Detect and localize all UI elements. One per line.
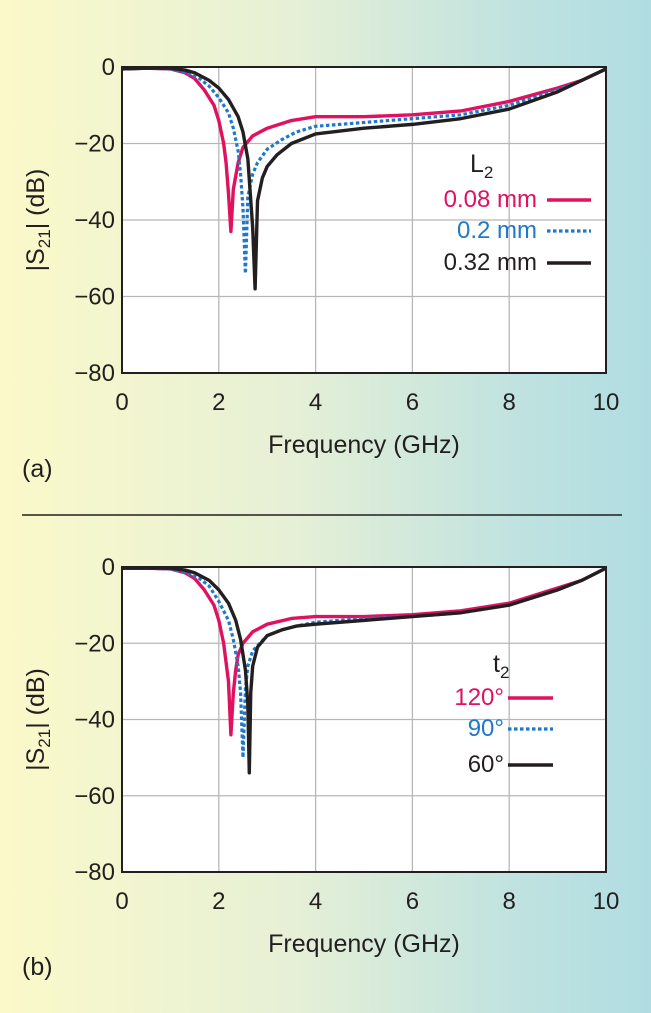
panel-label: (a) (22, 455, 53, 483)
x-tick-label: 10 (593, 888, 620, 915)
y-tick-label: 0 (102, 554, 115, 581)
y-tick-label: −80 (74, 859, 115, 886)
x-tick-label: 2 (212, 389, 225, 416)
legend-label: 0.32 mm (444, 249, 537, 276)
series-line-1 (122, 566, 607, 737)
y-tick-label: −80 (74, 360, 115, 387)
panel-label: (b) (22, 953, 53, 981)
y-tick-label: −20 (74, 630, 115, 657)
legend-label: 0.2 mm (457, 217, 537, 244)
y-axis-label: |S21| (dB) (22, 668, 54, 771)
x-axis-label: Frequency (GHz) (268, 431, 460, 459)
series-line-3 (122, 566, 607, 775)
x-tick-label: 8 (503, 888, 516, 915)
series-line-2 (121, 66, 607, 276)
y-tick-label: −20 (74, 131, 115, 158)
legend-title: L2 (470, 150, 493, 182)
x-tick-label: 10 (593, 389, 620, 416)
legend-title: t2 (493, 650, 509, 682)
x-tick-label: 2 (212, 888, 225, 915)
x-axis-label: Frequency (GHz) (268, 930, 460, 958)
plot-frame (121, 66, 607, 374)
x-tick-label: 4 (309, 888, 322, 915)
y-tick-label: −40 (74, 707, 115, 734)
y-axis-label: |S21| (dB) (22, 169, 54, 272)
series-line-3 (121, 66, 607, 291)
y-tick-label: −40 (74, 207, 115, 234)
legend-label: 90° (468, 715, 504, 742)
y-tick-label: 0 (102, 54, 115, 81)
plot-frame (121, 566, 607, 873)
y-tick-label: −60 (74, 783, 115, 810)
legend-label: 120° (454, 684, 504, 711)
legend-label: 60° (468, 751, 504, 778)
x-tick-label: 6 (406, 888, 419, 915)
x-tick-label: 0 (115, 389, 128, 416)
legend-label: 0.08 mm (444, 186, 537, 213)
legend: L2 0.08 mm 0.2 mm 0.32 mm (444, 150, 591, 276)
series-line-1 (121, 66, 607, 234)
x-tick-label: 4 (309, 389, 322, 416)
x-tick-label: 0 (115, 888, 128, 915)
x-tick-label: 6 (406, 389, 419, 416)
chart-panel-1: 0 2 4 6 8 10 0 −20 −40 −60 −80 Frequency (GHz) |S21|… (22, 54, 619, 483)
x-tick-label: 8 (503, 389, 516, 416)
y-tick-label: −60 (74, 284, 115, 311)
chart-panel-2: 0 2 4 6 8 10 0 −20 −40 −60 −80 Frequency (GHz) |S21|… (22, 554, 619, 981)
